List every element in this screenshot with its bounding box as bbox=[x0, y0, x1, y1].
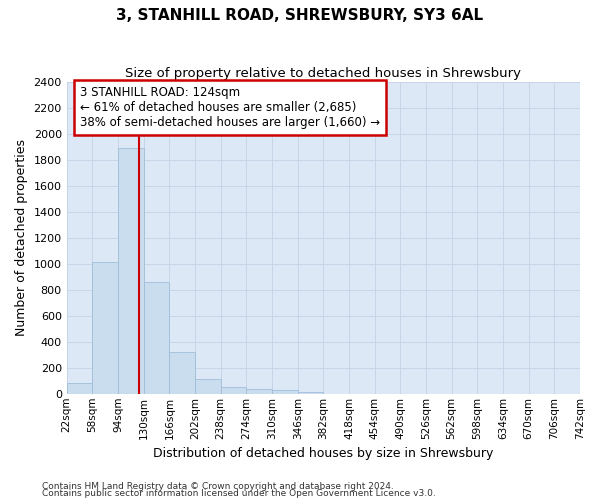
Bar bbox=[195, 379, 221, 394]
Bar bbox=[247, 388, 272, 394]
Bar bbox=[169, 352, 195, 394]
Bar bbox=[272, 390, 298, 394]
Bar bbox=[221, 388, 247, 394]
Bar bbox=[118, 148, 143, 394]
Bar bbox=[67, 382, 92, 394]
Bar bbox=[143, 282, 169, 394]
Title: Size of property relative to detached houses in Shrewsbury: Size of property relative to detached ho… bbox=[125, 68, 521, 80]
Text: Contains public sector information licensed under the Open Government Licence v3: Contains public sector information licen… bbox=[42, 489, 436, 498]
Y-axis label: Number of detached properties: Number of detached properties bbox=[15, 139, 28, 336]
Text: 3, STANHILL ROAD, SHREWSBURY, SY3 6AL: 3, STANHILL ROAD, SHREWSBURY, SY3 6AL bbox=[116, 8, 484, 22]
Bar bbox=[298, 392, 323, 394]
Bar bbox=[92, 262, 118, 394]
Text: 3 STANHILL ROAD: 124sqm
← 61% of detached houses are smaller (2,685)
38% of semi: 3 STANHILL ROAD: 124sqm ← 61% of detache… bbox=[80, 86, 380, 130]
Text: Contains HM Land Registry data © Crown copyright and database right 2024.: Contains HM Land Registry data © Crown c… bbox=[42, 482, 394, 491]
X-axis label: Distribution of detached houses by size in Shrewsbury: Distribution of detached houses by size … bbox=[153, 447, 494, 460]
